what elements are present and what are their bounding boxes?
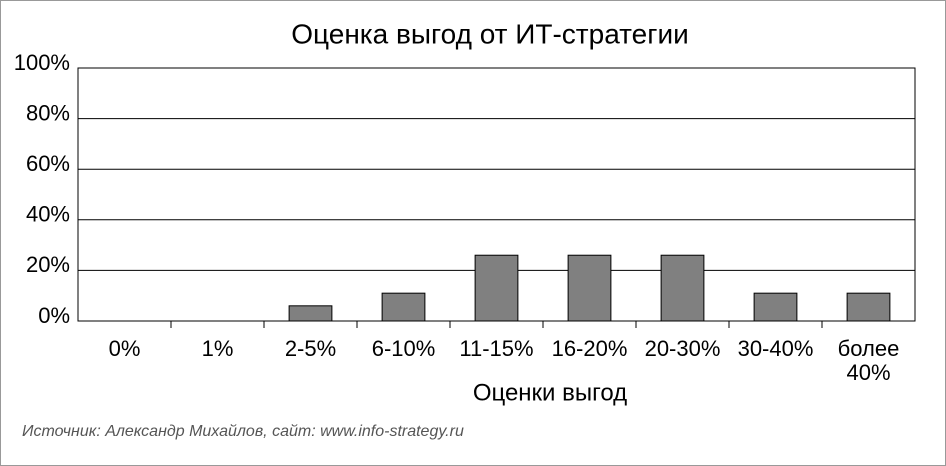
bar bbox=[846, 292, 891, 322]
x-tick-label: 6-10% bbox=[371, 336, 436, 361]
y-tick-label: 0% bbox=[38, 303, 70, 328]
bar bbox=[567, 254, 612, 322]
x-tick-label: 16-20% bbox=[551, 336, 628, 361]
y-tick-label: 100% bbox=[14, 50, 70, 75]
x-tick-label: 11-15% bbox=[459, 336, 534, 361]
x-tick-label: более 40% bbox=[837, 336, 900, 385]
bar bbox=[474, 254, 519, 322]
x-tick-label: 30-40% bbox=[737, 336, 814, 361]
bar bbox=[660, 254, 705, 322]
x-tick-label: 2-5% bbox=[284, 336, 337, 361]
y-tick-label: 60% bbox=[26, 151, 70, 176]
x-tick-label: 0% bbox=[108, 336, 141, 361]
source-note: Источник: Александр Михайлов, сайт: www.… bbox=[22, 423, 464, 440]
bar bbox=[288, 305, 333, 322]
y-tick-label: 20% bbox=[26, 252, 70, 277]
x-axis-title: Оценки выгод bbox=[473, 379, 627, 406]
x-tick-label: 20-30% bbox=[644, 336, 721, 361]
bar bbox=[381, 292, 426, 322]
y-tick-label: 80% bbox=[26, 100, 70, 125]
x-tick-label: 1% bbox=[201, 336, 234, 361]
y-tick-label: 40% bbox=[26, 202, 70, 227]
bar bbox=[753, 292, 798, 322]
chart-title: Оценка выгод от ИТ-стратегии bbox=[291, 18, 688, 49]
